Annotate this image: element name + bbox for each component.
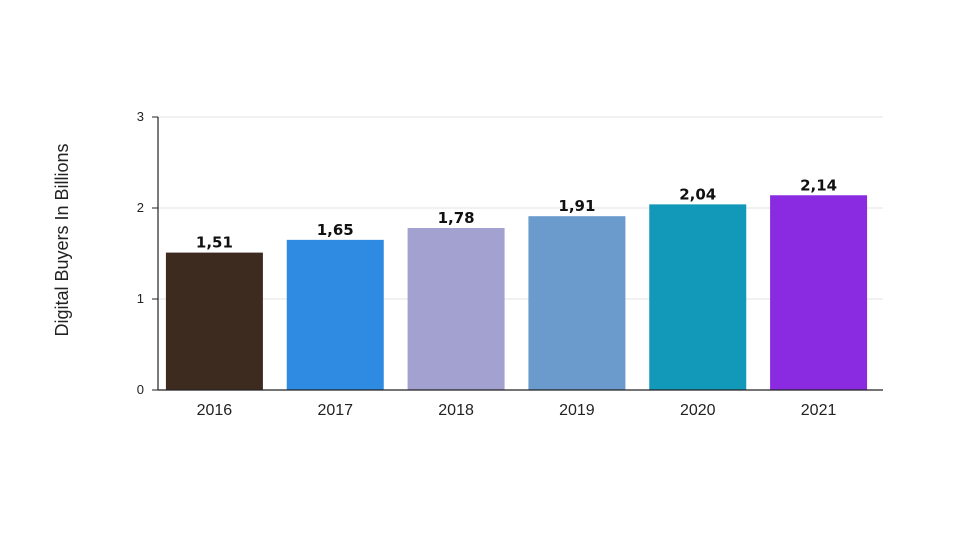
y-tick-label: 3: [137, 109, 144, 124]
data-label-2016: 1,51: [196, 234, 233, 252]
data-labels: 1,51 1,65 1,78 1,91 2,04 2,14: [196, 176, 837, 251]
data-label-2020: 2,04: [679, 185, 716, 203]
x-tick-label-2019: 2019: [559, 402, 595, 419]
y-axis-title: Digital Buyers In Billions: [52, 143, 72, 336]
y-tick-label: 1: [137, 291, 144, 306]
bars: [165, 195, 868, 390]
gridlines: [158, 116, 883, 300]
bar-2016: [165, 252, 263, 390]
bar-2019: [528, 216, 626, 390]
x-axis-ticks: 2016 2017 2018 2019 2020 2021: [197, 402, 837, 419]
bar-2021: [770, 195, 868, 390]
y-tick-label: 2: [137, 200, 144, 215]
x-tick-label-2018: 2018: [438, 402, 474, 419]
data-label-2021: 2,14: [800, 176, 837, 194]
data-label-2018: 1,78: [438, 209, 475, 227]
x-tick-label-2020: 2020: [680, 402, 716, 419]
x-tick-label-2017: 2017: [317, 402, 353, 419]
data-label-2017: 1,65: [317, 221, 354, 239]
x-tick-label-2016: 2016: [197, 402, 233, 419]
data-label-2019: 1,91: [558, 197, 595, 215]
x-tick-label-2021: 2021: [801, 402, 837, 419]
y-axis-ticks: 0 1 2 3: [137, 109, 158, 397]
bar-2017: [286, 239, 384, 390]
bar-2018: [407, 228, 505, 390]
bar-2020: [649, 204, 747, 390]
y-tick-label: 0: [137, 382, 144, 397]
